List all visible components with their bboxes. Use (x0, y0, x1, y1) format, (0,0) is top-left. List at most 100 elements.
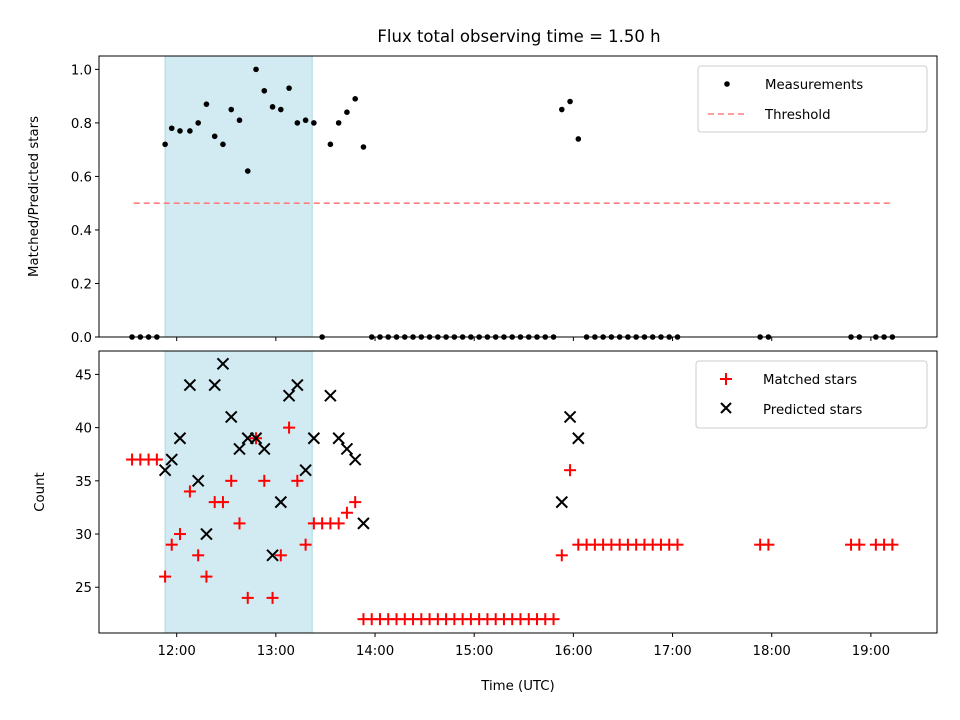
predicted-star-point (183, 378, 197, 392)
measurement-point (575, 136, 582, 142)
matched-star-point (173, 528, 186, 541)
predicted-star-point (233, 442, 246, 456)
predicted-star-point (340, 442, 354, 456)
measurement-point (360, 144, 367, 150)
measurement-point (177, 128, 183, 134)
y-tick-label: 25 (75, 581, 92, 596)
predicted-star-point (173, 432, 187, 445)
y-tick-label: 0.4 (71, 224, 92, 239)
measurement-point (269, 104, 276, 110)
x-tick-label: 17:00 (653, 644, 691, 659)
measurement-point (344, 109, 350, 115)
predicted-star-point (200, 527, 213, 541)
top-y-ticks: 0.0 0.2 0.4 0.6 0.8 1.0 (71, 63, 99, 346)
top-y-axis-label: Matched/Predicted stars (27, 116, 42, 277)
matched-star-point (299, 538, 312, 551)
x-tick-label: 19:00 (852, 644, 890, 659)
measurement-point (261, 87, 268, 94)
matched-star-point (555, 549, 568, 562)
measurement-point (286, 85, 292, 91)
legend-plus-marker (720, 373, 732, 385)
legend-dot-marker (724, 81, 730, 87)
predicted-star-point (249, 432, 263, 445)
predicted-star-point (216, 357, 230, 370)
y-tick-label: 45 (75, 368, 92, 383)
predicted-star-point (282, 389, 296, 402)
measurement-point (278, 106, 284, 113)
matched-star-point (183, 485, 196, 498)
measurement-point (168, 125, 175, 132)
top-legend-box (697, 65, 928, 133)
measurement-point (335, 120, 342, 126)
predicted-star-point (572, 432, 585, 445)
matched-star-point (165, 538, 178, 551)
x-axis-label: Time (UTC) (480, 679, 555, 694)
matched-star-point (564, 464, 577, 477)
predicted-star-point (158, 463, 172, 477)
x-tick-label: 14:00 (356, 644, 394, 659)
matched-star-point (266, 591, 279, 604)
predicted-star-point (291, 378, 304, 392)
x-tick-label: 13:00 (257, 644, 295, 659)
matched-star-point (762, 538, 775, 551)
matched-star-point (340, 506, 353, 519)
legend-label-threshold: Threshold (764, 108, 831, 123)
predicted-star-point (348, 453, 362, 466)
matched-star-point (241, 591, 254, 604)
x-tick-label: 15:00 (455, 644, 493, 659)
bottom-y-axis-label: Count (33, 472, 48, 512)
matched-star-point (200, 570, 213, 583)
measurement-point (220, 141, 226, 148)
matched-star-point (233, 517, 246, 530)
measurement-point (352, 96, 358, 102)
predicted-star-point (208, 378, 221, 392)
measurement-point (228, 106, 235, 113)
matched-star-point (225, 474, 238, 487)
matched-star-point (192, 549, 205, 562)
predicted-star-point (165, 453, 178, 466)
predicted-star-point (307, 432, 321, 445)
measurement-point (187, 128, 193, 134)
measurement-point (244, 168, 251, 174)
measurement-point (302, 117, 309, 124)
x-tick-label: 18:00 (753, 644, 791, 659)
measurement-point (559, 106, 565, 113)
observing-interval-shade (164, 55, 313, 338)
measurement-point (327, 141, 334, 148)
matched-star-point (547, 613, 560, 626)
top-legend: Measurements Threshold (697, 65, 928, 133)
matched-star-point (274, 549, 287, 562)
top-axes: 0.0 0.2 0.4 0.6 0.8 1.0 Matched/Predicted sta… (27, 55, 938, 346)
matched-star-point (216, 496, 229, 509)
matched-star-point (671, 538, 684, 551)
measurement-point (567, 98, 573, 105)
measurement-point (294, 120, 301, 126)
x-tick-label: 12:00 (158, 644, 196, 659)
matched-star-point (159, 570, 172, 583)
x-tick-label: 16:00 (554, 644, 592, 659)
bottom-legend-box (695, 360, 928, 429)
predicted-stars-points (158, 357, 585, 562)
predicted-star-point (357, 517, 370, 530)
matched-star-point (886, 538, 899, 551)
predicted-star-point (299, 463, 312, 477)
legend-label-matched: Matched stars (763, 373, 857, 388)
predicted-star-point (324, 389, 337, 402)
bottom-axes-frame (98, 350, 938, 634)
measurement-point (195, 120, 201, 126)
legend-x-marker (720, 402, 732, 414)
measurement-point (311, 120, 317, 126)
y-tick-label: 0.0 (71, 331, 92, 346)
y-tick-label: 0.2 (71, 277, 92, 292)
y-tick-label: 0.6 (71, 170, 92, 185)
legend-label-measurements: Measurements (765, 78, 863, 93)
matched-stars-points (126, 421, 899, 626)
matched-star-point (853, 538, 866, 551)
matched-star-point (150, 453, 163, 466)
predicted-star-point (225, 410, 238, 424)
bottom-y-ticks: 25 30 35 40 45 (75, 368, 99, 596)
matched-star-point (291, 474, 304, 487)
y-tick-label: 1.0 (71, 63, 92, 78)
y-tick-label: 30 (75, 528, 92, 543)
